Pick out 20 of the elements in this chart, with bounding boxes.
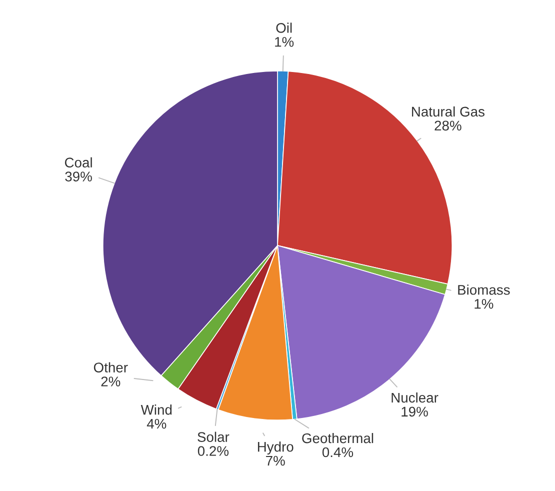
data-label: 28% [434, 120, 462, 131]
slice-label: Oil [276, 22, 292, 33]
slice-label: Solar [198, 432, 230, 442]
data-label: 4% [146, 418, 166, 429]
slice-label: Wind [140, 404, 172, 415]
data-label: 0.2% [198, 446, 229, 456]
slice-label: Nuclear [392, 392, 438, 403]
data-label: 7% [266, 456, 285, 466]
slice-label: Biomass [458, 284, 510, 295]
slice-label: Coal [64, 157, 92, 168]
slice-label: Other [94, 362, 128, 372]
data-label: 1% [275, 37, 294, 47]
data-label: 0.4% [322, 447, 354, 458]
slice-label: Geothermal [302, 432, 374, 444]
data-label: 1% [474, 298, 494, 309]
data-label: 19% [402, 406, 428, 417]
data-label: 39% [65, 172, 92, 182]
slice-label: Natural Gas [412, 106, 484, 117]
data-label: 2% [101, 376, 120, 386]
slice-label: Hydro [258, 442, 294, 454]
